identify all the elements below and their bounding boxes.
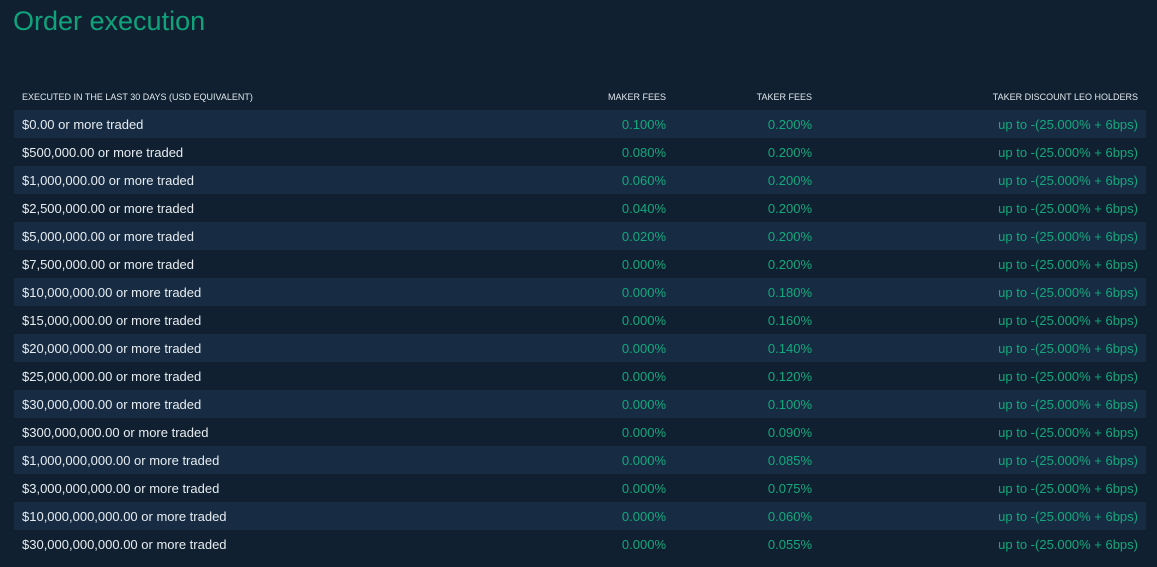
column-header: TAKER FEES <box>756 92 812 102</box>
taker-fee: 0.055% <box>767 536 812 552</box>
maker-fee: 0.060% <box>621 172 666 188</box>
volume-tier: $1,000,000.00 or more traded <box>22 172 195 188</box>
maker-fee: 0.000% <box>621 340 666 356</box>
leo-discount: up to -(25.000% + 6bps) <box>998 144 1138 160</box>
taker-fee: 0.090% <box>767 424 812 440</box>
volume-tier: $25,000,000.00 or more traded <box>22 368 202 384</box>
volume-tier: $15,000,000.00 or more traded <box>22 312 202 328</box>
taker-fee: 0.160% <box>767 312 812 328</box>
fee-row: $10,000,000.00 or more traded 0.000% 0.180… <box>14 278 1146 306</box>
fee-table: EXECUTED IN THE LAST 30 DAYS (USD EQUIVA… <box>14 84 1146 558</box>
maker-fee: 0.100% <box>621 116 666 132</box>
maker-fee: 0.080% <box>621 144 666 160</box>
leo-discount: up to -(25.000% + 6bps) <box>998 312 1138 328</box>
fee-row: $300,000,000.00 or more traded 0.000% 0.09… <box>14 418 1146 446</box>
maker-fee: 0.000% <box>621 536 666 552</box>
taker-fee: 0.180% <box>767 284 812 300</box>
fee-row: $5,000,000.00 or more traded 0.020% 0.200%… <box>14 222 1146 250</box>
volume-tier: $30,000,000,000.00 or more traded <box>22 536 227 552</box>
fee-row: $1,000,000.00 or more traded 0.060% 0.200%… <box>14 166 1146 194</box>
fee-row: $30,000,000,000.00 or more traded 0.000% 0… <box>14 530 1146 558</box>
maker-fee: 0.000% <box>621 480 666 496</box>
leo-discount: up to -(25.000% + 6bps) <box>998 228 1138 244</box>
column-header: EXECUTED IN THE LAST 30 DAYS (USD EQUIVA… <box>22 92 253 102</box>
volume-tier: $10,000,000.00 or more traded <box>22 284 202 300</box>
fee-row: $500,000.00 or more traded 0.080% 0.200% up… <box>14 138 1146 166</box>
volume-tier: $30,000,000.00 or more traded <box>22 396 202 412</box>
fee-row: $20,000,000.00 or more traded 0.000% 0.140… <box>14 334 1146 362</box>
volume-tier: $5,000,000.00 or more traded <box>22 228 195 244</box>
page-title: Order execution <box>13 6 206 36</box>
maker-fee: 0.000% <box>621 396 666 412</box>
taker-fee: 0.060% <box>767 508 812 524</box>
volume-tier: $10,000,000,000.00 or more traded <box>22 508 227 524</box>
leo-discount: up to -(25.000% + 6bps) <box>998 480 1138 496</box>
leo-discount: up to -(25.000% + 6bps) <box>998 536 1138 552</box>
leo-discount: up to -(25.000% + 6bps) <box>998 172 1138 188</box>
volume-tier: $3,000,000,000.00 or more traded <box>22 480 220 496</box>
leo-discount: up to -(25.000% + 6bps) <box>998 340 1138 356</box>
maker-fee: 0.000% <box>621 424 666 440</box>
taker-fee: 0.085% <box>767 452 812 468</box>
taker-fee: 0.200% <box>767 144 812 160</box>
leo-discount: up to -(25.000% + 6bps) <box>998 424 1138 440</box>
taker-fee: 0.120% <box>767 368 812 384</box>
fee-row: $30,000,000.00 or more traded 0.000% 0.100… <box>14 390 1146 418</box>
table-header: EXECUTED IN THE LAST 30 DAYS (USD EQUIVA… <box>14 84 1146 110</box>
volume-tier: $1,000,000,000.00 or more traded <box>22 452 220 468</box>
maker-fee: 0.000% <box>621 312 666 328</box>
taker-fee: 0.200% <box>767 228 812 244</box>
taker-fee: 0.200% <box>767 172 812 188</box>
maker-fee: 0.000% <box>621 452 666 468</box>
taker-fee: 0.200% <box>767 200 812 216</box>
taker-fee: 0.200% <box>767 256 812 272</box>
maker-fee: 0.020% <box>621 228 666 244</box>
fee-row: $7,500,000.00 or more traded 0.000% 0.200%… <box>14 250 1146 278</box>
maker-fee: 0.000% <box>621 256 666 272</box>
fee-row: $2,500,000.00 or more traded 0.040% 0.200%… <box>14 194 1146 222</box>
leo-discount: up to -(25.000% + 6bps) <box>998 256 1138 272</box>
leo-discount: up to -(25.000% + 6bps) <box>998 452 1138 468</box>
header-row: EXECUTED IN THE LAST 30 DAYS (USD EQUIVA… <box>14 84 1146 110</box>
leo-discount: up to -(25.000% + 6bps) <box>998 396 1138 412</box>
leo-discount: up to -(25.000% + 6bps) <box>998 368 1138 384</box>
fee-row: $25,000,000.00 or more traded 0.000% 0.120… <box>14 362 1146 390</box>
fee-row: $15,000,000.00 or more traded 0.000% 0.160… <box>14 306 1146 334</box>
volume-tier: $2,500,000.00 or more traded <box>22 200 195 216</box>
leo-discount: up to -(25.000% + 6bps) <box>998 200 1138 216</box>
taker-fee: 0.075% <box>767 480 812 496</box>
column-header: TAKER DISCOUNT LEO HOLDERS <box>992 92 1138 102</box>
maker-fee: 0.000% <box>621 368 666 384</box>
taker-fee: 0.100% <box>767 396 812 412</box>
maker-fee: 0.000% <box>621 284 666 300</box>
volume-tier: $300,000,000.00 or more traded <box>22 424 209 440</box>
volume-tier: $20,000,000.00 or more traded <box>22 340 202 356</box>
table-body: $0.00 or more traded 0.100% 0.200% up to -(… <box>14 110 1146 558</box>
fee-row: $1,000,000,000.00 or more traded 0.000% 0.… <box>14 446 1146 474</box>
column-header: MAKER FEES <box>607 92 666 102</box>
leo-discount: up to -(25.000% + 6bps) <box>998 284 1138 300</box>
taker-fee: 0.140% <box>767 340 812 356</box>
maker-fee: 0.000% <box>621 508 666 524</box>
volume-tier: $500,000.00 or more traded <box>22 144 184 160</box>
fee-row: $10,000,000,000.00 or more traded 0.000% 0… <box>14 502 1146 530</box>
maker-fee: 0.040% <box>621 200 666 216</box>
fee-row: $3,000,000,000.00 or more traded 0.000% 0.… <box>14 474 1146 502</box>
taker-fee: 0.200% <box>767 116 812 132</box>
volume-tier: $7,500,000.00 or more traded <box>22 256 195 272</box>
leo-discount: up to -(25.000% + 6bps) <box>998 508 1138 524</box>
leo-discount: up to -(25.000% + 6bps) <box>998 116 1138 132</box>
volume-tier: $0.00 or more traded <box>22 116 144 132</box>
fee-row: $0.00 or more traded 0.100% 0.200% up to -(… <box>14 110 1146 138</box>
